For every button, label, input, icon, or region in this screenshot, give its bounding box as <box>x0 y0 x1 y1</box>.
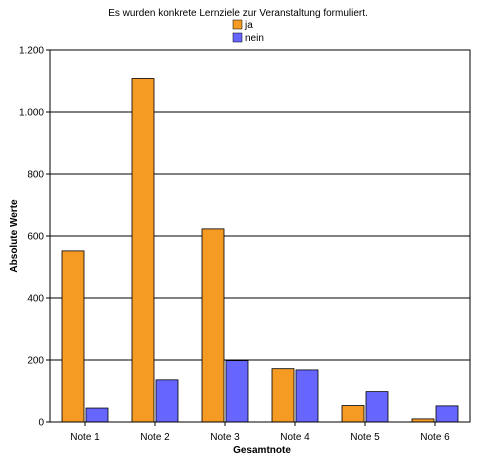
y-axis-label: Absolute Werte <box>9 199 20 273</box>
bar-ja-note-5 <box>341 405 365 423</box>
x-tick-label: Note 1 <box>70 432 100 443</box>
x-tick-label: Note 5 <box>350 432 380 443</box>
legend-label-nein: nein <box>245 33 264 44</box>
bar-nein-note-2 <box>155 379 179 423</box>
bar-ja-note-1 <box>61 250 85 423</box>
legend-swatch-ja <box>232 19 243 30</box>
y-axis-ticks: 0 200 400 600 800 1.000 1.200 <box>19 46 50 429</box>
y-tick-label: 0 <box>38 418 44 429</box>
bar-nein-note-1 <box>85 407 109 423</box>
x-tick-label: Note 3 <box>210 432 240 443</box>
bar-ja-note-4 <box>271 368 295 423</box>
chart-title: Es wurden konkrete Lernziele zur Veranst… <box>108 8 368 19</box>
x-tick-label: Note 2 <box>140 432 170 443</box>
legend: ja nein <box>232 19 264 44</box>
x-tick-label: Note 4 <box>280 432 310 443</box>
bar-nein-note-5 <box>365 391 389 423</box>
x-axis-label: Gesamtnote <box>233 445 291 456</box>
bar-ja-note-3 <box>201 228 225 423</box>
bar-nein-note-3 <box>225 360 249 423</box>
bar-nein-note-6 <box>435 405 459 423</box>
bars <box>61 78 459 423</box>
bar-ja-note-2 <box>131 78 155 423</box>
y-tick-label: 800 <box>27 170 44 181</box>
y-tick-label: 400 <box>27 294 44 305</box>
bar-nein-note-4 <box>295 369 319 423</box>
legend-swatch-nein <box>232 32 243 43</box>
y-tick-label: 600 <box>27 232 44 243</box>
y-tick-label: 200 <box>27 356 44 367</box>
gridlines <box>50 111 470 361</box>
x-axis-ticks: Note 1 Note 2 Note 3 Note 4 Note 5 Note 6 <box>70 422 450 443</box>
legend-label-ja: ja <box>244 20 253 31</box>
x-tick-label: Note 6 <box>420 432 450 443</box>
y-tick-label: 1.200 <box>19 46 44 57</box>
y-tick-label: 1.000 <box>19 108 44 119</box>
